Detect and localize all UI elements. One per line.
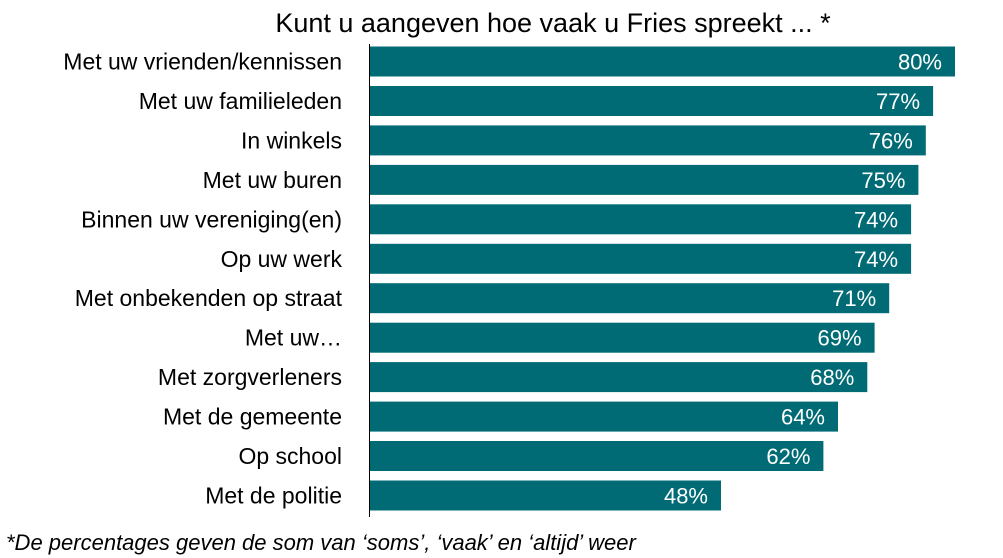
data-label: 48%: [664, 484, 708, 509]
category-label: Met de gemeente: [163, 404, 342, 430]
data-label: 62%: [766, 444, 810, 469]
chart-title: Kunt u aangeven hoe vaak u Fries spreekt…: [275, 8, 831, 38]
bar: [370, 362, 868, 393]
category-label: Op uw werk: [221, 246, 343, 272]
category-label: Met onbekenden op straat: [75, 285, 343, 311]
data-label: 77%: [876, 89, 920, 114]
data-label: 74%: [854, 207, 898, 232]
bar: [370, 480, 721, 511]
category-label: Met uw…: [245, 325, 342, 351]
data-label: 75%: [861, 168, 905, 193]
category-label: In winkels: [241, 127, 342, 153]
bar: [370, 204, 912, 235]
data-label: 71%: [832, 286, 876, 311]
category-label: Met uw buren: [203, 167, 342, 193]
category-label: Met uw familieleden: [139, 88, 342, 114]
category-label: Met uw vrienden/kennissen: [63, 49, 342, 75]
data-label: 80%: [898, 50, 942, 75]
data-label: 76%: [869, 128, 913, 153]
bar: [370, 164, 919, 195]
category-label: Binnen uw vereniging(en): [81, 206, 342, 232]
bar: [370, 441, 824, 471]
data-label: 69%: [818, 326, 862, 351]
data-label: 68%: [810, 365, 854, 390]
data-label: 74%: [854, 247, 898, 272]
category-label: Met zorgverleners: [158, 364, 342, 390]
bar: [370, 86, 934, 116]
footnote: *De percentages geven de som van ‘soms’,…: [6, 530, 637, 555]
bar: [370, 401, 838, 432]
bar: [370, 46, 955, 77]
bar: [370, 243, 912, 274]
bar: [370, 322, 875, 353]
bars-group: Met uw vrienden/kennissen 80% Met uw famil…: [63, 46, 955, 511]
bar: [370, 283, 890, 314]
bar: [370, 125, 926, 156]
category-label: Met de politie: [205, 483, 342, 509]
category-label: Op school: [238, 443, 342, 469]
data-label: 64%: [781, 405, 825, 430]
